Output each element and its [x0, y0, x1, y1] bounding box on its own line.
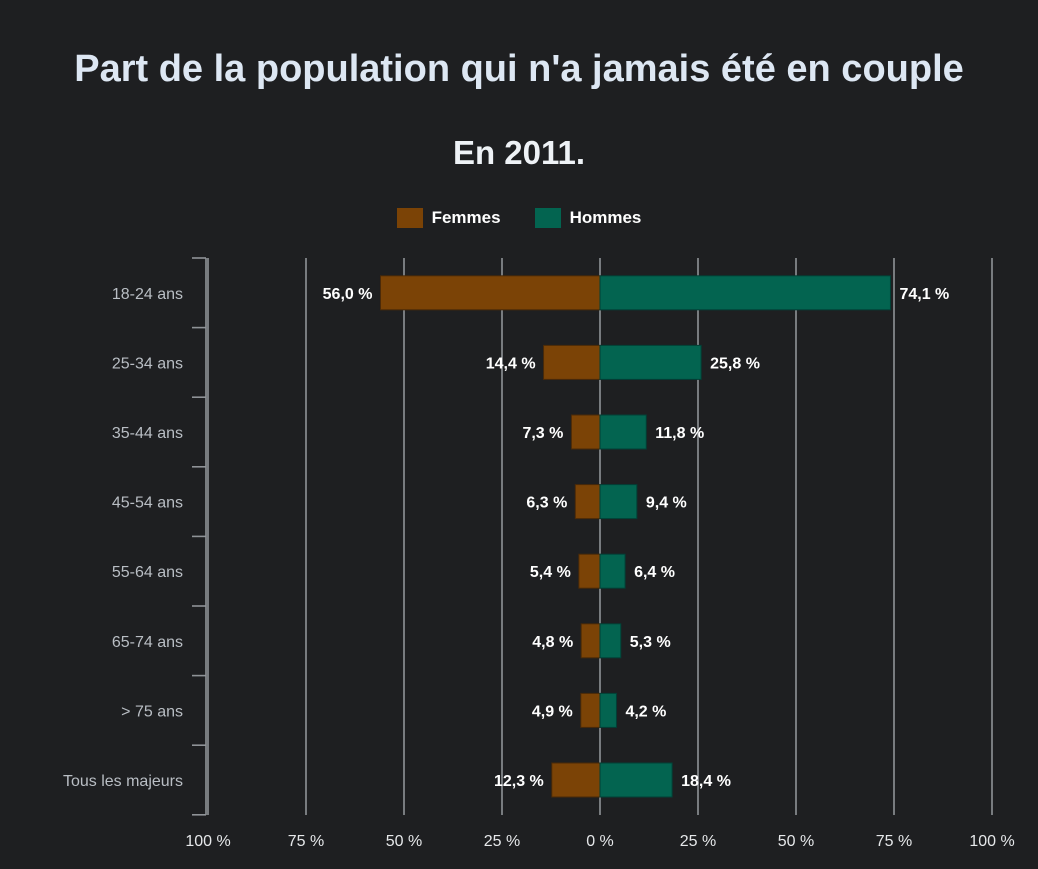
legend-swatch-femmes — [396, 208, 423, 228]
x-tick-label: 75 % — [876, 833, 912, 850]
data-label-hommes: 9,4 % — [646, 495, 687, 512]
data-label-femmes: 12,3 % — [494, 773, 544, 790]
chart-subtitle: En 2011. — [452, 134, 586, 171]
data-label-femmes: 4,8 % — [532, 634, 573, 651]
legend-label-hommes: Hommes — [569, 208, 642, 227]
data-label-hommes: 74,1 % — [899, 286, 949, 303]
bar-femmes[interactable] — [570, 414, 601, 450]
category-label: 55-64 ans — [112, 564, 183, 581]
bar-femmes[interactable] — [580, 623, 601, 659]
bar-femmes[interactable] — [551, 762, 601, 798]
data-label-hommes: 4,2 % — [625, 703, 666, 720]
x-tick-label: 50 % — [778, 833, 814, 850]
chart-title: Part de la population qui n'a jamais été… — [74, 48, 964, 90]
x-tick-label: 25 % — [680, 833, 716, 850]
x-tick-label: 100 % — [185, 833, 230, 850]
legend-item-hommes[interactable]: Hommes — [534, 208, 642, 228]
data-label-femmes: 5,4 % — [530, 564, 571, 581]
category-label: Tous les majeurs — [63, 773, 183, 790]
category-label: 65-74 ans — [112, 634, 183, 651]
legend-label-femmes: Femmes — [431, 208, 501, 227]
bar-hommes[interactable] — [599, 762, 673, 798]
category-label: 18-24 ans — [112, 286, 183, 303]
data-label-hommes: 6,4 % — [634, 564, 675, 581]
data-label-femmes: 4,9 % — [532, 703, 573, 720]
bar-hommes[interactable] — [599, 553, 626, 589]
data-label-femmes: 14,4 % — [486, 355, 536, 372]
data-label-hommes: 11,8 % — [655, 425, 704, 442]
data-label-femmes: 6,3 % — [526, 495, 567, 512]
category-label: 35-44 ans — [112, 425, 183, 442]
category-label: > 75 ans — [121, 703, 183, 720]
bar-hommes[interactable] — [599, 623, 622, 659]
x-tick-label: 0 % — [586, 833, 614, 850]
x-tick-label: 100 % — [969, 833, 1014, 850]
bar-hommes[interactable] — [599, 414, 647, 450]
bar-femmes[interactable] — [574, 484, 601, 520]
data-label-femmes: 7,3 % — [522, 425, 563, 442]
bar-hommes[interactable] — [599, 275, 891, 311]
x-tick-label: 50 % — [386, 833, 422, 850]
chart-legend: Femmes Hommes — [0, 208, 1038, 228]
x-tick-label: 75 % — [288, 833, 324, 850]
bar-femmes[interactable] — [543, 344, 601, 380]
bar-hommes[interactable] — [599, 344, 702, 380]
data-label-hommes: 5,3 % — [630, 634, 671, 651]
bar-hommes[interactable] — [599, 484, 638, 520]
legend-swatch-hommes — [534, 208, 561, 228]
category-label: 45-54 ans — [112, 495, 183, 512]
bar-hommes[interactable] — [599, 692, 617, 728]
category-label: 25-34 ans — [112, 355, 183, 372]
bar-femmes[interactable] — [580, 692, 601, 728]
x-tick-label: 25 % — [484, 833, 520, 850]
data-label-hommes: 25,8 % — [710, 355, 760, 372]
data-label-femmes: 56,0 % — [323, 286, 373, 303]
bar-femmes[interactable] — [578, 553, 601, 589]
bar-femmes[interactable] — [379, 275, 601, 311]
legend-item-femmes[interactable]: Femmes — [396, 208, 501, 228]
data-label-hommes: 18,4 % — [681, 773, 731, 790]
